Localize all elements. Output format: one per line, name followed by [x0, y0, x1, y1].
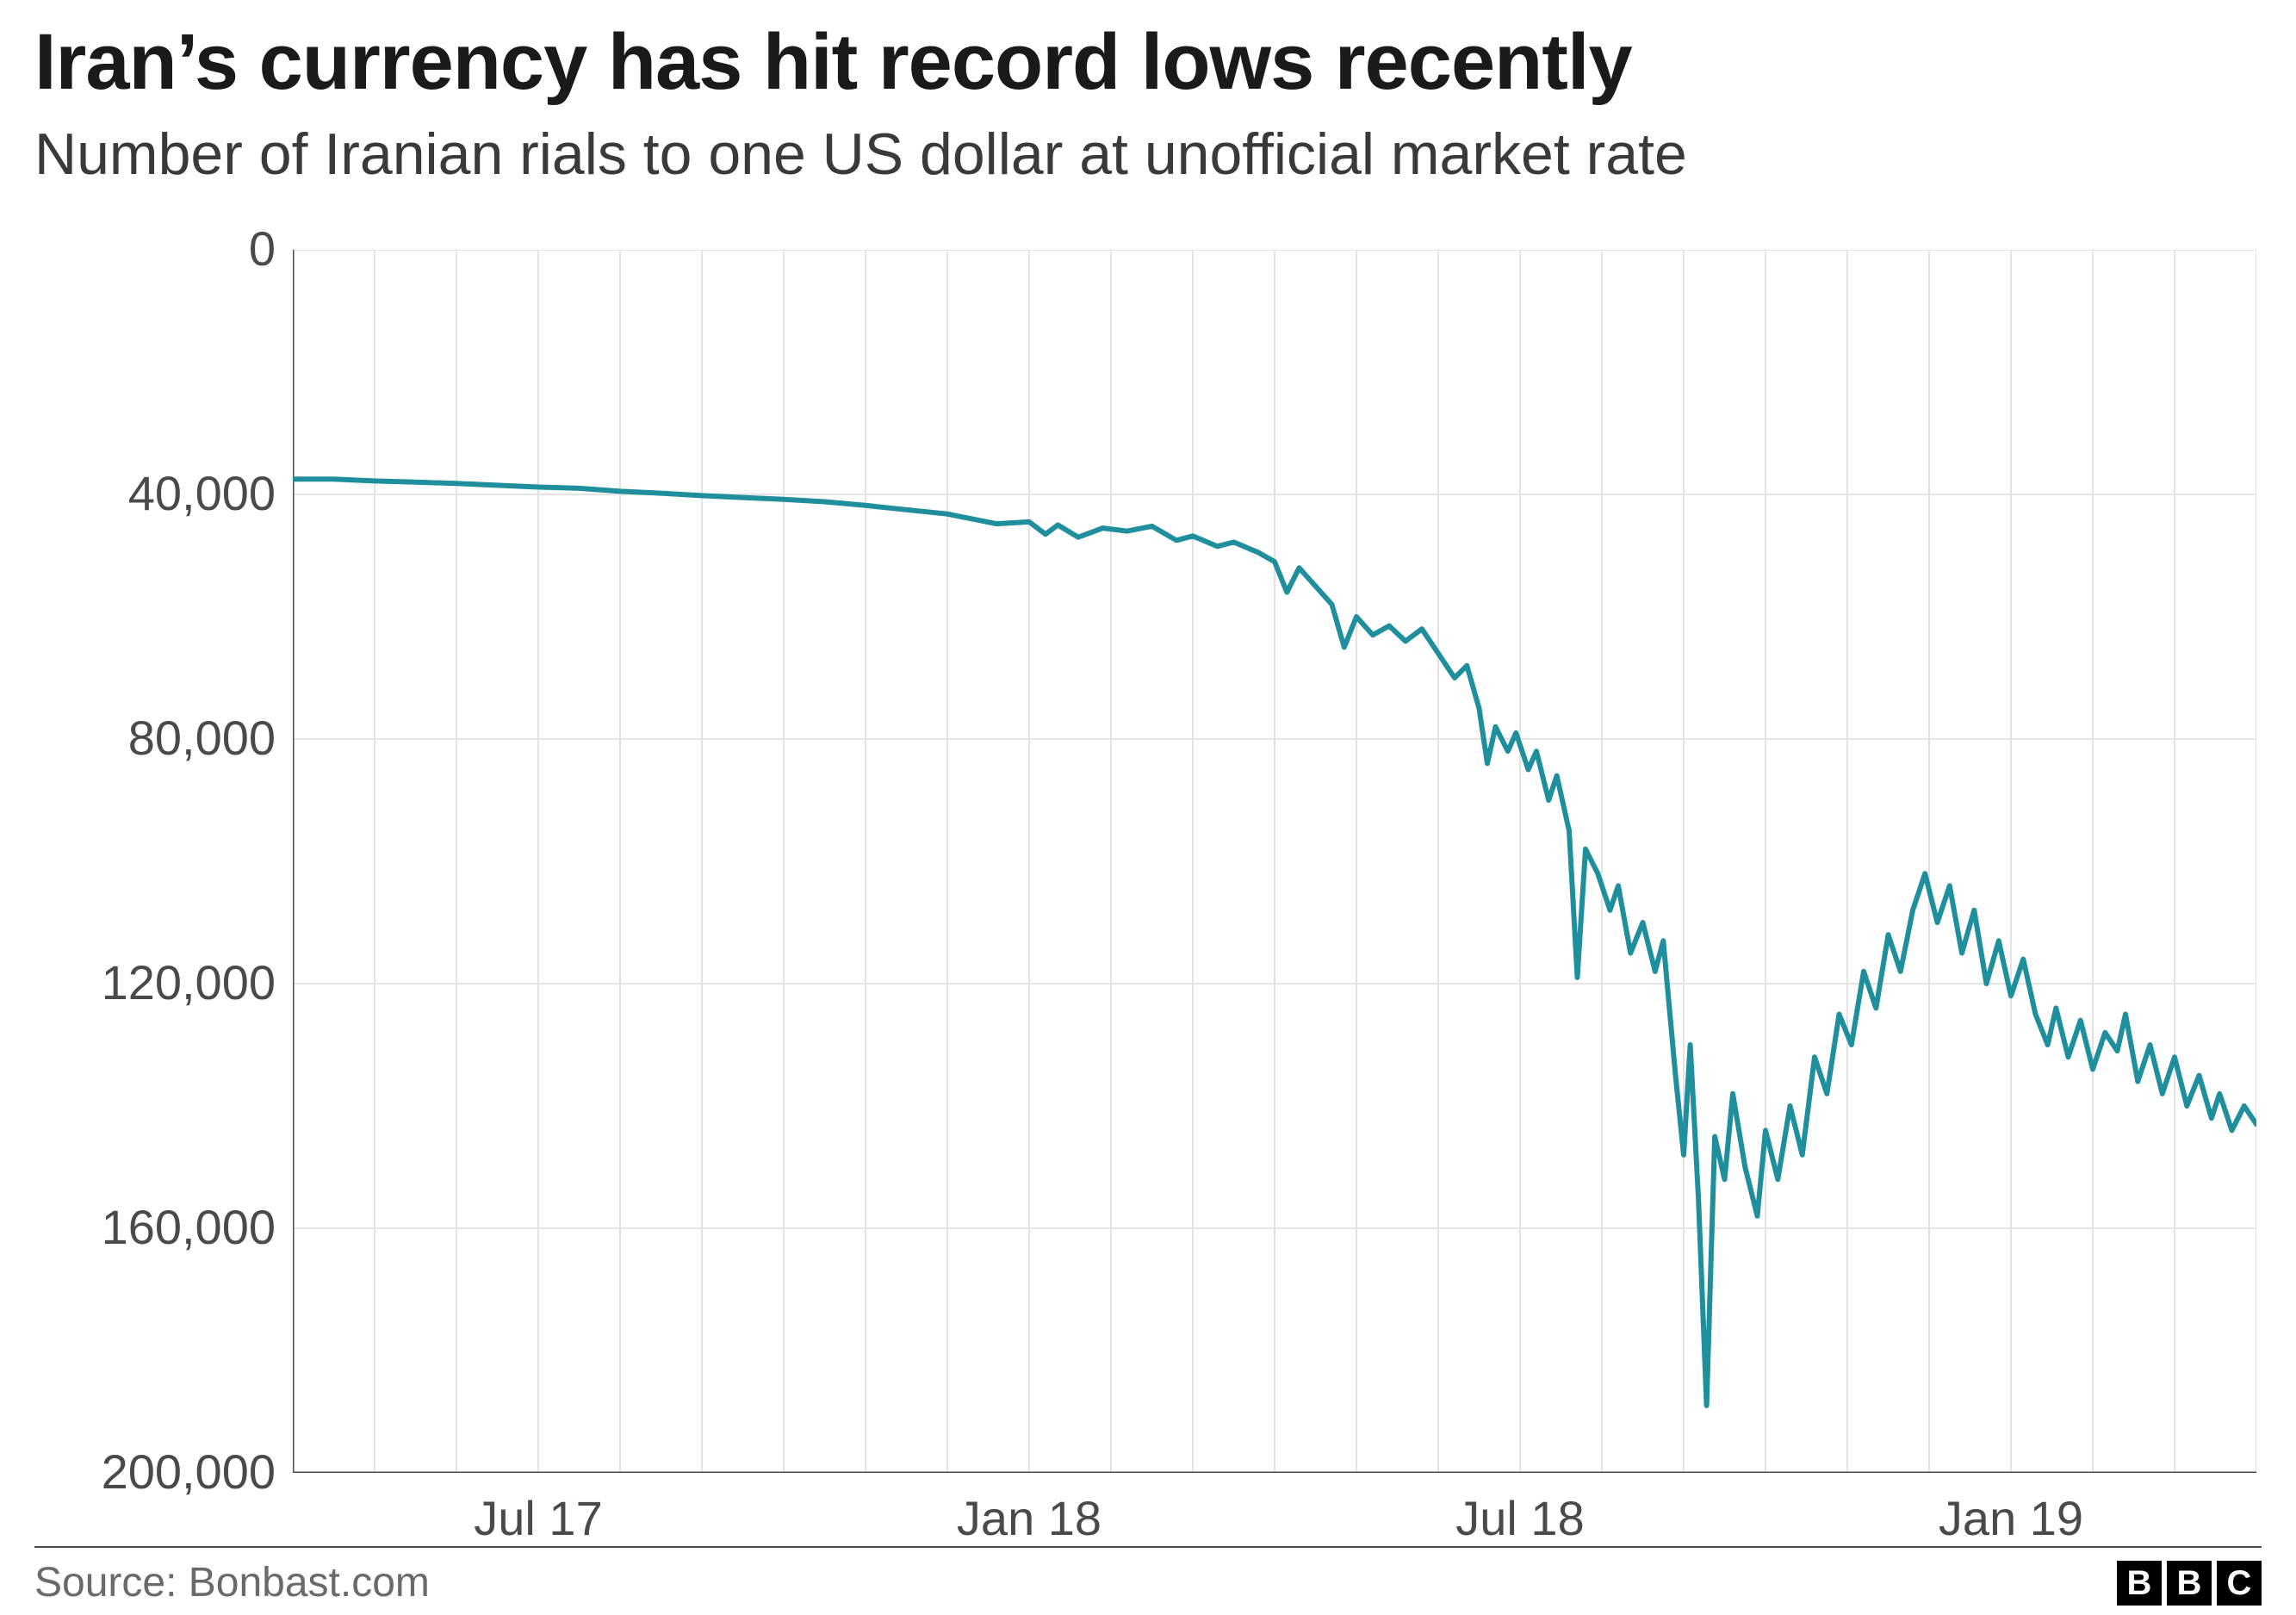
chart-svg — [293, 250, 2256, 1473]
y-tick-label: 160,000 — [52, 1199, 276, 1255]
y-tick-label: 80,000 — [52, 710, 276, 766]
chart-subtitle: Number of Iranian rials to one US dollar… — [34, 121, 1687, 188]
x-tick-label: Jan 19 — [1939, 1490, 2083, 1546]
y-tick-label: 40,000 — [52, 465, 276, 521]
x-tick-label: Jan 18 — [957, 1490, 1101, 1546]
y-tick-label: 200,000 — [52, 1444, 276, 1500]
footer-divider — [34, 1546, 2262, 1548]
y-tick-label: 120,000 — [52, 954, 276, 1010]
bbc-logo-letter: C — [2217, 1561, 2262, 1606]
bbc-logo-letter: B — [2117, 1561, 2162, 1606]
x-tick-label: Jul 18 — [1455, 1490, 1584, 1546]
bbc-logo: B B C — [2117, 1561, 2262, 1606]
chart-container: Iran’s currency has hit record lows rece… — [0, 0, 2296, 1615]
source-text: Source: Bonbast.com — [34, 1559, 430, 1606]
plot-area — [293, 250, 2256, 1473]
bbc-logo-letter: B — [2167, 1561, 2212, 1606]
y-tick-label: 0 — [52, 221, 276, 276]
chart-title: Iran’s currency has hit record lows rece… — [34, 17, 1632, 108]
x-tick-label: Jul 17 — [474, 1490, 602, 1546]
